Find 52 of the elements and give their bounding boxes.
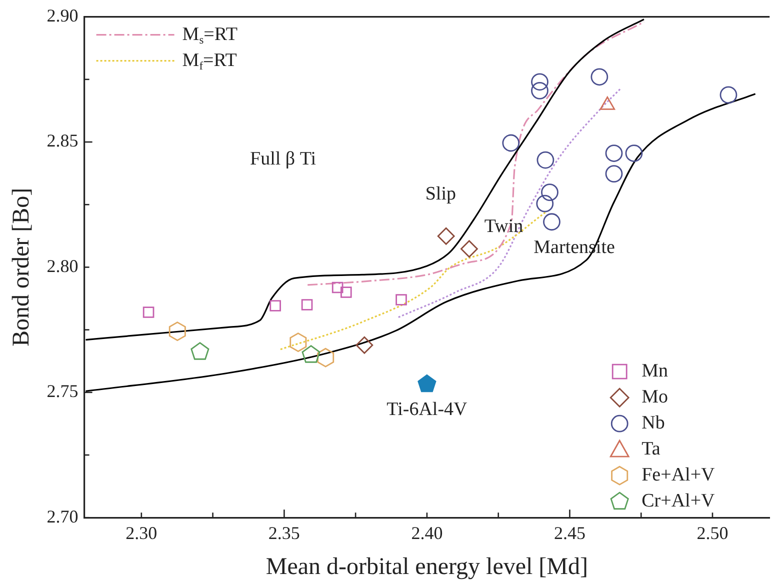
- point: [168, 322, 186, 342]
- y-tick-label: 2.90: [46, 6, 78, 26]
- x-axis-title: Mean d-orbital energy level [Md]: [266, 554, 588, 580]
- legend-label: Ta: [642, 438, 661, 460]
- annotation: Slip: [425, 184, 456, 205]
- point: [502, 134, 520, 152]
- y-tick-label: 2.70: [46, 506, 78, 526]
- point: [720, 86, 738, 104]
- line-series: [84, 93, 756, 392]
- y-tick-label: 2.75: [46, 381, 78, 402]
- point: [541, 184, 558, 202]
- point: [437, 227, 455, 245]
- point: [590, 68, 608, 86]
- legend-label: Nb: [642, 412, 665, 434]
- annotation: Full β Ti: [250, 148, 316, 170]
- legend-label: Cr+Al+V: [642, 490, 716, 512]
- legend-label: Fe+Al+V: [642, 464, 716, 486]
- point: [531, 82, 548, 100]
- x-tick-label: 2.40: [411, 523, 443, 544]
- line-series: [398, 88, 622, 318]
- point: [356, 336, 374, 354]
- point: [332, 282, 344, 294]
- y-axis-title: Bond order [Bo]: [8, 188, 35, 347]
- annotation: Twin: [484, 216, 524, 238]
- point: [142, 306, 154, 318]
- point: [301, 299, 313, 310]
- series-label: Ti-6Al-4V: [386, 399, 468, 420]
- point: [605, 165, 623, 182]
- x-tick-label: 2.50: [696, 523, 728, 544]
- point: [302, 345, 320, 363]
- point: [396, 294, 407, 306]
- y-tick-label: 2.80: [46, 256, 78, 276]
- point: [460, 240, 478, 258]
- point: [340, 286, 352, 298]
- point: [536, 194, 554, 212]
- point: [317, 348, 334, 368]
- point: [270, 300, 281, 312]
- point: [190, 342, 210, 360]
- point: [290, 332, 307, 352]
- point: [531, 73, 548, 91]
- point: [605, 144, 623, 162]
- point: [418, 374, 436, 392]
- x-tick-label: 2.30: [126, 523, 158, 544]
- x-tick-label: 2.35: [268, 523, 300, 544]
- line-series: [84, 18, 645, 341]
- point: [625, 144, 643, 162]
- point: [536, 151, 554, 169]
- legend-label: Mn: [642, 360, 668, 382]
- point: [543, 213, 560, 231]
- legend-label: Mo: [642, 386, 668, 408]
- y-tick-label: 2.85: [46, 130, 78, 151]
- x-tick-label: 2.45: [554, 523, 586, 544]
